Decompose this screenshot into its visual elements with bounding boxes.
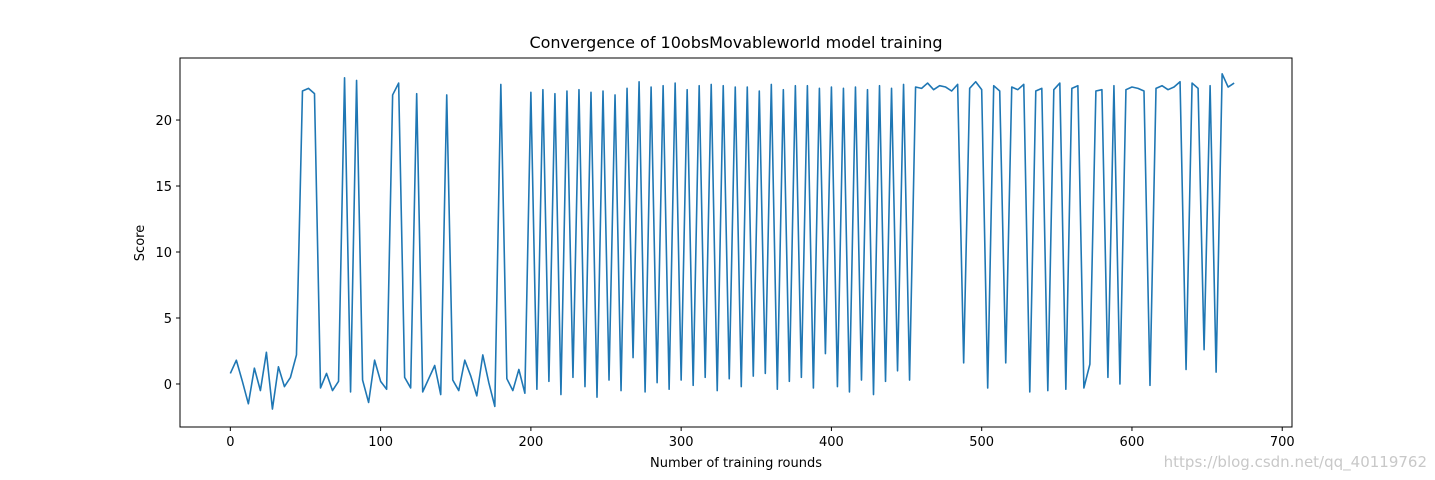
- x-tick-label: 100: [368, 435, 393, 450]
- y-tick-label: 5: [164, 312, 172, 327]
- x-tick-label: 700: [1270, 435, 1295, 450]
- x-tick-label: 200: [518, 435, 543, 450]
- x-tick-label: 600: [1120, 435, 1145, 450]
- data-line: [229, 73, 1235, 410]
- y-axis-label: Score: [133, 225, 148, 261]
- x-tick-label: 400: [819, 435, 844, 450]
- x-tick-label: 0: [226, 435, 234, 450]
- x-axis-label: Number of training rounds: [650, 456, 822, 471]
- y-tick-label: 15: [155, 180, 172, 195]
- y-tick-label: 20: [155, 114, 172, 129]
- x-tick-label: 500: [969, 435, 994, 450]
- chart-title: Convergence of 10obsMovableworld model t…: [529, 33, 942, 52]
- plot-frame: [179, 57, 1293, 428]
- x-tick-label: 300: [669, 435, 694, 450]
- y-tick-label: 10: [155, 246, 172, 261]
- y-tick-label: 0: [164, 378, 172, 393]
- watermark: https://blog.csdn.net/qq_40119762: [1164, 453, 1427, 472]
